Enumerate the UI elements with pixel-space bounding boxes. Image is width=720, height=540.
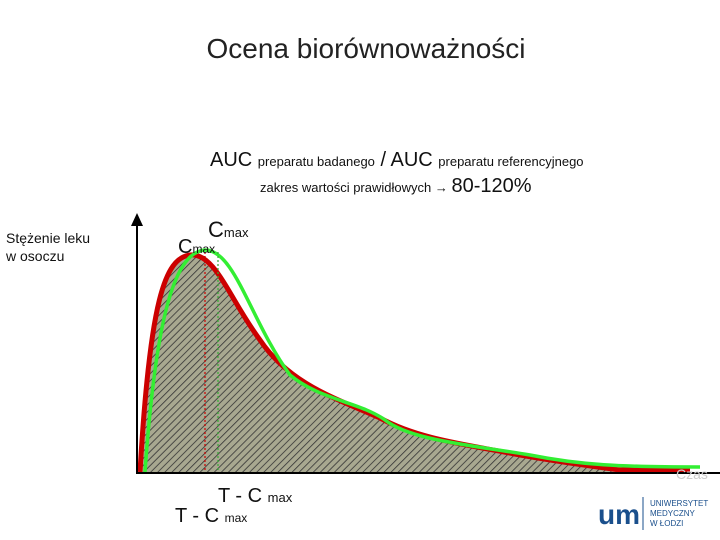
cmax-sub: max bbox=[192, 242, 215, 256]
range: zakres wartości prawidłowych → 80-120% bbox=[260, 175, 532, 197]
logo-text: MEDYCZNY bbox=[650, 509, 696, 518]
tmax-symbol: T - C bbox=[218, 485, 262, 507]
cmax-symbol: C bbox=[178, 236, 192, 258]
tmax-label: T - C max bbox=[218, 485, 293, 507]
cmax-label: Cmax bbox=[208, 217, 249, 242]
slide-title: Ocena biorównoważności bbox=[206, 33, 525, 64]
cmax-symbol: C bbox=[208, 217, 224, 242]
y-axis-label: w osoczu bbox=[5, 248, 64, 264]
auc-ref: / AUC bbox=[380, 149, 432, 171]
y-axis-arrow bbox=[131, 213, 143, 226]
ref-label: preparatu referencyjnego bbox=[438, 154, 583, 169]
tmax-symbol: T - C bbox=[175, 505, 219, 527]
logo-text: W ŁODZI bbox=[650, 519, 683, 528]
test-curve bbox=[143, 248, 701, 473]
logo-text: UNIWERSYTET bbox=[650, 499, 708, 508]
cmax-sub: max bbox=[224, 225, 249, 240]
formula: AUC preparatu badanego / AUC preparatu r… bbox=[210, 149, 584, 171]
auc-test: AUC bbox=[210, 149, 252, 171]
auc-area bbox=[140, 254, 620, 472]
tmax-label: T - C max bbox=[175, 505, 247, 527]
x-axis-label: Czas bbox=[676, 466, 708, 482]
tmax-sub: max bbox=[225, 511, 248, 525]
y-axis-label: Stężenie leku bbox=[6, 230, 90, 246]
tmax-sub: max bbox=[268, 490, 293, 505]
cmax-label: Cmax bbox=[178, 236, 215, 258]
logo-mark: um bbox=[598, 499, 640, 530]
test-label: preparatu badanego bbox=[258, 154, 375, 169]
range-value: 80-120% bbox=[451, 175, 531, 197]
range-label: zakres wartości prawidłowych → bbox=[260, 180, 448, 195]
